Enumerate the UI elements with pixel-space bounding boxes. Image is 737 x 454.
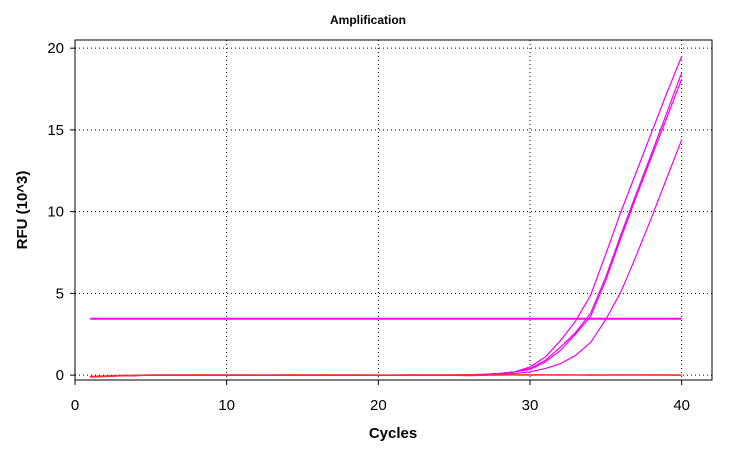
x-axis-label: Cycles	[369, 425, 417, 442]
grid	[75, 40, 712, 380]
x-axis: 0 10 20 30 40	[71, 380, 690, 414]
series-line-4	[90, 139, 683, 378]
x-tick-label: 40	[673, 397, 690, 414]
series-layer	[90, 56, 683, 378]
x-tick-label: 10	[218, 397, 235, 414]
series-line-2	[90, 72, 683, 378]
x-tick-label: 30	[522, 397, 539, 414]
y-tick-label: 20	[47, 40, 64, 57]
y-tick-label: 10	[47, 204, 64, 221]
y-tick-label: 5	[56, 285, 64, 302]
y-axis-label: RFU (10^3)	[14, 171, 31, 250]
x-tick-label: 20	[370, 397, 387, 414]
y-axis: 0 5 10 15 20	[47, 40, 75, 384]
chart-title: Amplification	[330, 13, 406, 27]
series-line-7	[90, 374, 682, 378]
x-tick-label: 0	[71, 397, 79, 414]
plot-frame	[74, 39, 713, 381]
series-line-1	[90, 56, 683, 378]
y-tick-label: 0	[56, 367, 64, 384]
y-tick-label: 15	[47, 122, 64, 139]
series-line-3	[90, 78, 683, 378]
